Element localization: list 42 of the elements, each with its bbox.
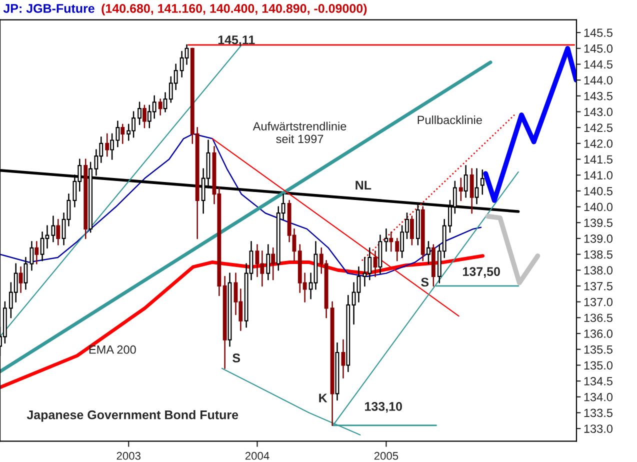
y-tick-label: 142.0 [584,139,613,148]
y-tick-label: 141.0 [584,171,613,180]
y-tick-label: 141.5 [584,155,612,164]
y-tick-label: 137.0 [584,298,613,306]
y-tick-label: 134.0 [584,392,613,402]
y-tick-label: 136.5 [584,314,612,322]
annotation: Aufwärtstrendlinie seit 1997 [252,122,346,144]
y-tick-label: 139.0 [584,234,613,243]
annotation: EMA 200 [89,345,136,354]
annotation: K [319,394,328,402]
y-tick-label: 140.5 [584,186,612,196]
y-tick-label: 138.0 [584,266,613,275]
y-tick-label: 145.0 [584,44,613,53]
y-tick-label: 145.5 [584,28,612,37]
y-tick-label: 134.5 [584,377,612,386]
y-tick-label: 137.5 [584,282,612,290]
annotation: 133,10 [365,402,402,413]
y-tick-label: 139.5 [584,218,612,228]
x-tick-label: 2005 [374,452,398,460]
x-tick-label: 2003 [116,452,140,460]
y-tick-label: 133.0 [584,424,613,433]
y-tick-label: 142.5 [584,124,612,132]
annotation: S [421,278,429,287]
y-tick-label: 143.5 [584,92,612,100]
x-tick-label: 2004 [245,452,270,460]
annotation: S [232,354,240,362]
y-tick-label: 144.0 [584,76,613,84]
annotation: 145,11 [218,36,255,46]
chart-subtitle: (140.680, 141.160, 140.400, 140.890, -0.09000) [102,4,367,16]
annotation: 137,50 [463,267,500,278]
y-tick-label: 135.0 [584,361,613,370]
y-tick-label: 138.5 [584,250,612,259]
y-tick-label: 135.5 [584,345,612,354]
annotation: Japanese Government Bond Future [26,410,238,422]
y-tick-label: 144.5 [584,60,612,69]
annotation: Pullbacklinie [418,115,482,124]
annotation: NL [356,180,372,190]
chart-title: JP: JGB-Future [3,4,94,13]
y-tick-label: 136.0 [584,330,613,338]
y-tick-label: 133.5 [584,408,612,418]
y-tick-label: 143.0 [584,108,613,116]
y-tick-label: 140.0 [584,202,613,212]
